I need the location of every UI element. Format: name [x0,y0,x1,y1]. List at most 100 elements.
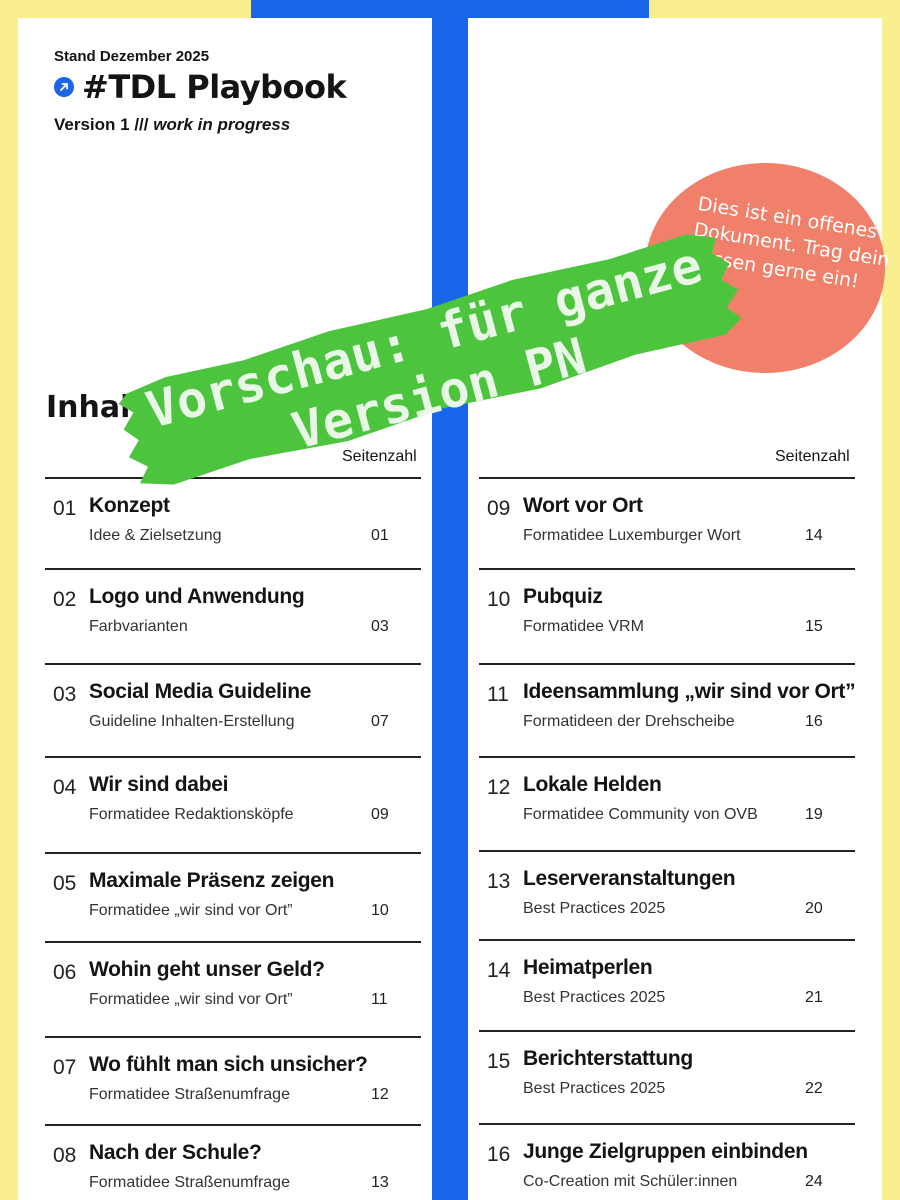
toc-number: 03 [53,683,77,706]
toc-divider [45,1124,421,1126]
page-column-label: Seitenzahl [342,448,417,465]
version-note: work in progress [153,115,291,134]
toc-number: 10 [487,588,511,611]
toc-entry[interactable]: 13 Leserveranstaltungen Best Practices 202… [479,850,855,940]
toc-title: Logo und Anwendung [89,585,305,608]
toc-page-number: 15 [805,618,823,635]
toc-page-number: 01 [371,527,389,544]
toc-page-number: 03 [371,618,389,635]
toc-title: Konzept [89,494,170,517]
toc-page-number: 07 [371,713,389,730]
toc-divider [479,663,855,665]
toc-title: Social Media Guideline [89,680,312,703]
toc-divider [479,850,855,852]
toc-subtitle: Formatideen der Drehscheibe [523,713,735,730]
toc-subtitle: Formatidee Redaktionsköpfe [89,806,294,823]
toc-entry[interactable]: 08 Nach der Schule? Formatidee Straßenumfr… [45,1124,421,1200]
toc-divider [45,852,421,854]
toc-divider [479,939,855,941]
toc-subtitle: Guideline Inhalten-Erstellung [89,713,295,730]
toc-subtitle: Formatidee VRM [523,618,644,635]
toc-number: 08 [53,1144,77,1167]
page-column-label: Seitenzahl [775,448,850,465]
toc-entry[interactable]: 15 Berichterstattung Best Practices 2025 22 [479,1030,855,1120]
toc-page-number: 16 [805,713,823,730]
toc-divider [45,568,421,570]
toc-subtitle: Formatidee Straßenumfrage [89,1174,290,1191]
left-page: Stand Dezember 2025 #TDL Playbook Versio… [18,18,432,1200]
toc-divider [45,663,421,665]
toc-title: Wort vor Ort [523,494,643,517]
toc-subtitle: Formatidee Community von OVB [523,806,758,823]
toc-number: 09 [487,497,511,520]
toc-page-number: 19 [805,806,823,823]
toc-number: 15 [487,1050,511,1073]
toc-page-number: 20 [805,900,823,917]
toc-page-number: 24 [805,1173,823,1190]
toc-subtitle: Idee & Zielsetzung [89,527,222,544]
toc-number: 06 [53,961,77,984]
version-line: Version 1 /// work in progress [54,115,290,135]
toc-entry[interactable]: 10 Pubquiz Formatidee VRM 15 [479,568,855,658]
toc-number: 01 [53,497,77,520]
toc-page-number: 12 [371,1086,389,1103]
toc-entry[interactable]: 05 Maximale Präsenz zeigen Formatidee „wir… [45,852,421,942]
toc-title: Heimatperlen [523,956,653,979]
arrow-up-right-icon [54,77,74,97]
toc-entry[interactable]: 07 Wo fühlt man sich unsicher? Formatidee … [45,1036,421,1126]
toc-page-number: 22 [805,1080,823,1097]
toc-title: Lokale Helden [523,773,662,796]
toc-subtitle: Formatidee „wir sind vor Ort” [89,902,293,919]
toc-entry[interactable]: 11 Ideensammlung „wir sind vor Ort” Format… [479,663,856,753]
toc-divider [479,568,855,570]
toc-title: Maximale Präsenz zeigen [89,869,335,892]
toc-entry[interactable]: 01 Konzept Idee & Zielsetzung 01 [45,477,421,567]
toc-number: 16 [487,1143,511,1166]
preview-banner: Vorschau: für ganze Version PN [105,219,754,501]
toc-entry[interactable]: 16 Junge Zielgruppen einbinden Co-Creation… [479,1123,855,1200]
toc-page-number: 10 [371,902,389,919]
title-row: #TDL Playbook [54,68,347,106]
toc-number: 12 [487,776,511,799]
toc-subtitle: Farbvarianten [89,618,188,635]
toc-number: 05 [53,872,77,895]
toc-title: Leserveranstaltungen [523,867,736,890]
toc-subtitle: Formatidee Luxemburger Wort [523,527,741,544]
toc-divider [45,477,421,479]
toc-subtitle: Best Practices 2025 [523,1080,666,1097]
toc-title: Pubquiz [523,585,603,608]
toc-divider [479,756,855,758]
toc-entry[interactable]: 03 Social Media Guideline Guideline Inhalt… [45,663,421,753]
toc-number: 04 [53,776,77,799]
toc-title: Wo fühlt man sich unsicher? [89,1053,368,1076]
toc-page-number: 09 [371,806,389,823]
toc-divider [45,1036,421,1038]
toc-entry[interactable]: 04 Wir sind dabei Formatidee Redaktionsköp… [45,756,421,846]
toc-page-number: 14 [805,527,823,544]
toc-entry[interactable]: 02 Logo und Anwendung Farbvarianten 03 [45,568,421,658]
document-title: #TDL Playbook [82,68,347,106]
toc-page-number: 13 [371,1174,389,1191]
toc-divider [45,941,421,943]
toc-entry[interactable]: 12 Lokale Helden Formatidee Community von … [479,756,855,846]
toc-title: Wir sind dabei [89,773,229,796]
toc-title: Junge Zielgruppen einbinden [523,1140,808,1163]
toc-title: Nach der Schule? [89,1141,262,1164]
toc-divider [479,1123,855,1125]
toc-subtitle: Best Practices 2025 [523,900,666,917]
toc-number: 11 [487,683,509,706]
toc-divider [479,1030,855,1032]
toc-subtitle: Formatidee „wir sind vor Ort” [89,991,293,1008]
toc-number: 14 [487,959,511,982]
toc-number: 13 [487,870,511,893]
toc-subtitle: Co-Creation mit Schüler:innen [523,1173,738,1190]
toc-divider [45,756,421,758]
stand-date: Stand Dezember 2025 [54,48,210,65]
toc-entry[interactable]: 09 Wort vor Ort Formatidee Luxemburger Wor… [479,477,855,567]
toc-divider [479,477,855,479]
toc-subtitle: Formatidee Straßenumfrage [89,1086,290,1103]
toc-entry[interactable]: 06 Wohin geht unser Geld? Formatidee „wir … [45,941,421,1031]
brush-stroke-shape [118,234,742,485]
toc-entry[interactable]: 14 Heimatperlen Best Practices 2025 21 [479,939,855,1029]
toc-page-number: 11 [371,991,388,1008]
